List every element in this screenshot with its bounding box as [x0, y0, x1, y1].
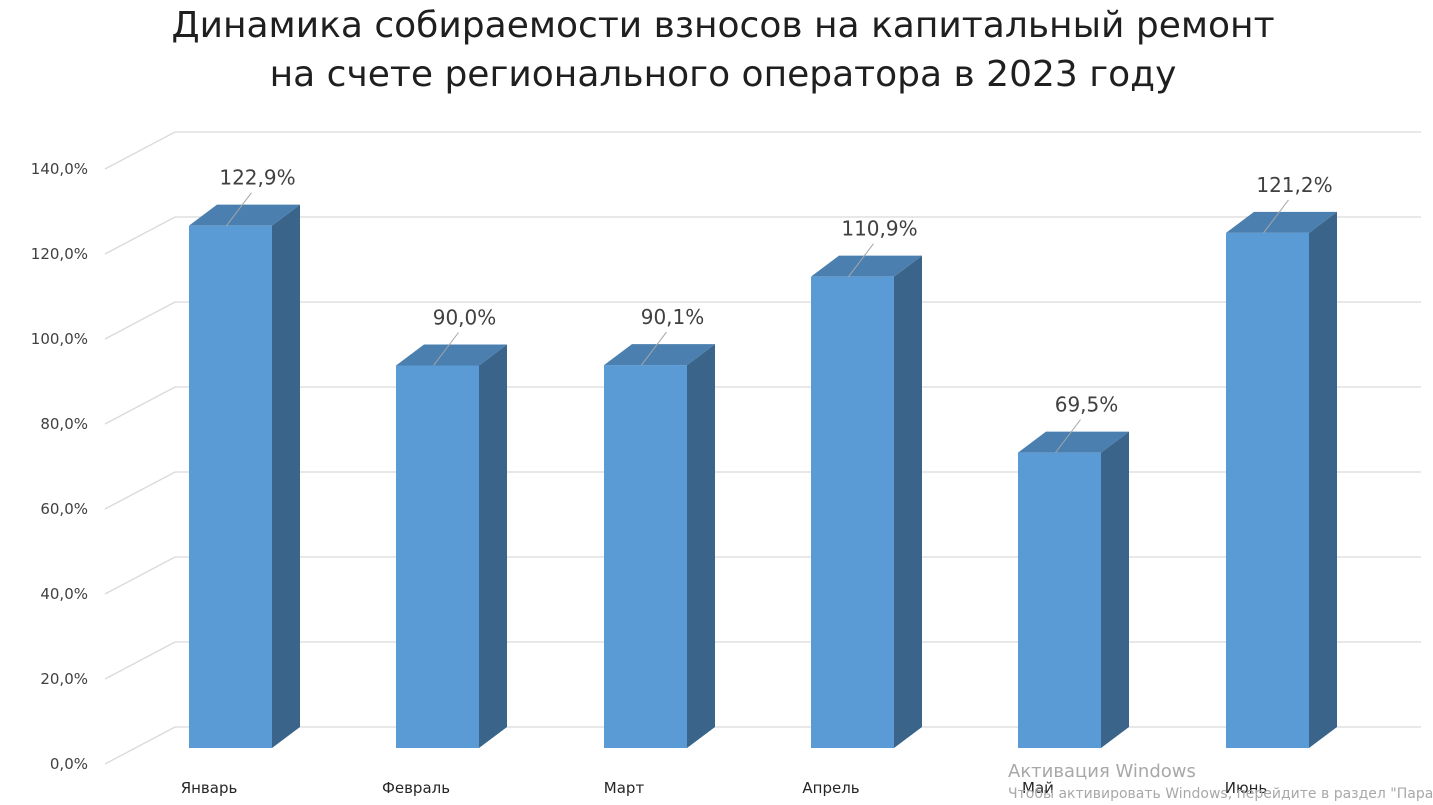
bar [604, 344, 715, 748]
x-category-label: Март [604, 779, 645, 797]
x-category-label: Январь [181, 779, 238, 797]
gridlines [104, 131, 1421, 765]
gridline [104, 726, 1421, 765]
data-label: 69,5% [1055, 393, 1119, 417]
data-label-leader [1263, 199, 1289, 234]
bar-top [811, 255, 922, 277]
bar-front [189, 225, 272, 749]
y-axis-ticks: 0,0% 20,0% 40,0% 60,0% 80,0% 100,0% 120,0% 140,… [31, 160, 88, 773]
y-tick-label: 40,0% [40, 585, 88, 603]
bar-top [1226, 211, 1337, 233]
gridline [104, 641, 1421, 680]
gridline [104, 216, 1421, 255]
bar-side [894, 255, 922, 749]
data-label-leader [433, 332, 459, 366]
data-label-leader [1055, 419, 1081, 453]
bar [1226, 211, 1337, 748]
data-label: 122,9% [219, 166, 295, 190]
gridline [104, 386, 1421, 425]
y-tick-label: 20,0% [40, 670, 88, 688]
bar-top [396, 344, 507, 366]
bar [396, 344, 507, 748]
x-category-label: Апрель [802, 779, 859, 797]
x-category-label: Июнь [1225, 779, 1268, 797]
gridline [104, 471, 1421, 510]
bar [189, 204, 300, 749]
watermark-line-2: Чтобы активировать Windows, перейдите в … [1008, 786, 1433, 802]
y-tick-label: 60,0% [40, 500, 88, 518]
y-tick-label: 0,0% [50, 755, 88, 773]
chart-title-line-2: на счете регионального оператора в 2023 … [270, 54, 1177, 95]
data-labels: 122,9% 90,0% 90,1% 110,9% 69,5% 121,2% [219, 166, 1333, 453]
x-axis-categories: Январь Февраль Март Апрель Май Июнь [181, 779, 1268, 797]
y-tick-label: 120,0% [31, 245, 88, 263]
bar-front [811, 276, 894, 748]
bar-top [1018, 431, 1129, 453]
data-label: 121,2% [1256, 173, 1332, 197]
bar-front [604, 365, 687, 748]
x-category-label: Май [1022, 779, 1054, 797]
data-label-leader [641, 331, 667, 366]
gridline [104, 131, 1421, 170]
bar-top [189, 204, 300, 226]
bar-front [396, 365, 479, 748]
windows-activation-watermark: Активация Windows Чтобы активировать Win… [1008, 761, 1433, 802]
bar-side [1309, 211, 1337, 748]
bar-side [1101, 431, 1129, 748]
bar-front [1018, 452, 1101, 748]
watermark-line-1: Активация Windows [1008, 761, 1196, 782]
x-category-label: Февраль [382, 779, 450, 797]
data-label: 90,1% [641, 305, 705, 329]
bar [1018, 431, 1129, 748]
gridline [104, 301, 1421, 340]
data-label: 110,9% [841, 217, 917, 241]
y-tick-label: 140,0% [31, 160, 88, 178]
chart-title: Динамика собираемости взносов на капитал… [171, 5, 1274, 95]
bar [811, 255, 922, 749]
data-label: 90,0% [433, 306, 497, 330]
chart-title-line-1: Динамика собираемости взносов на капитал… [171, 5, 1274, 46]
data-label-leader [226, 192, 252, 226]
bars [189, 204, 1337, 749]
bar-side [479, 344, 507, 748]
bar-side [272, 204, 300, 749]
bar-front [1226, 232, 1309, 748]
bar-top [604, 344, 715, 366]
data-label-leader [848, 243, 874, 277]
y-tick-label: 80,0% [40, 415, 88, 433]
y-tick-label: 100,0% [31, 330, 88, 348]
gridline [104, 556, 1421, 595]
bar-side [687, 344, 715, 748]
